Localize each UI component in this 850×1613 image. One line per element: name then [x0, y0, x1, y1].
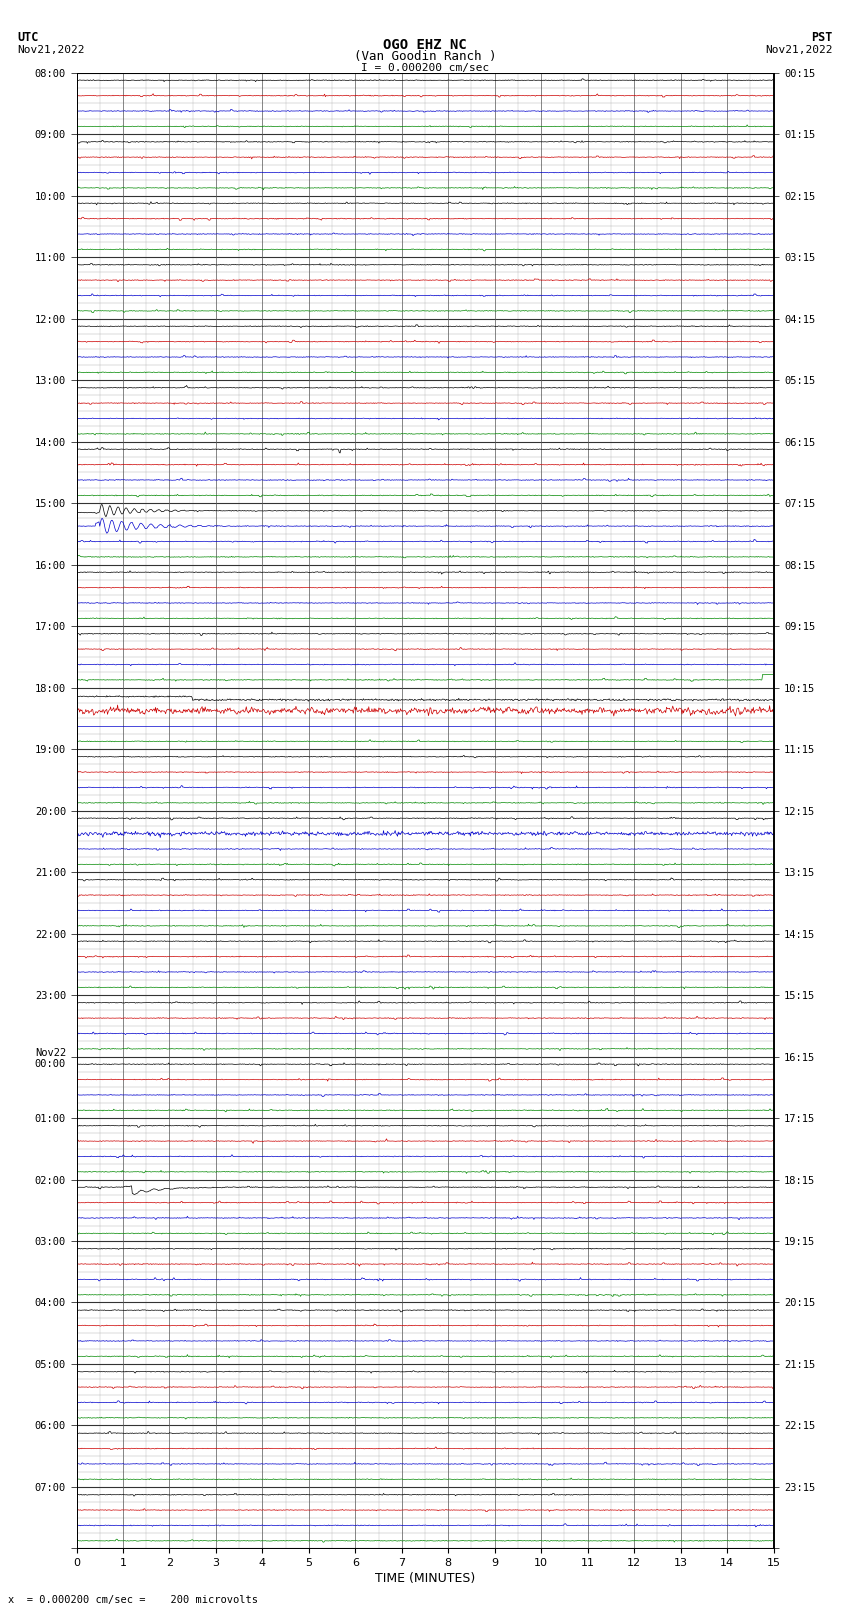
Text: Nov21,2022: Nov21,2022 [766, 45, 833, 55]
Text: I = 0.000200 cm/sec: I = 0.000200 cm/sec [361, 63, 489, 73]
Text: UTC: UTC [17, 31, 38, 44]
X-axis label: TIME (MINUTES): TIME (MINUTES) [375, 1573, 475, 1586]
Text: PST: PST [812, 31, 833, 44]
Text: Nov21,2022: Nov21,2022 [17, 45, 84, 55]
Text: OGO EHZ NC: OGO EHZ NC [383, 39, 467, 52]
Text: x  = 0.000200 cm/sec =    200 microvolts: x = 0.000200 cm/sec = 200 microvolts [8, 1595, 258, 1605]
Text: (Van Goodin Ranch ): (Van Goodin Ranch ) [354, 50, 496, 63]
